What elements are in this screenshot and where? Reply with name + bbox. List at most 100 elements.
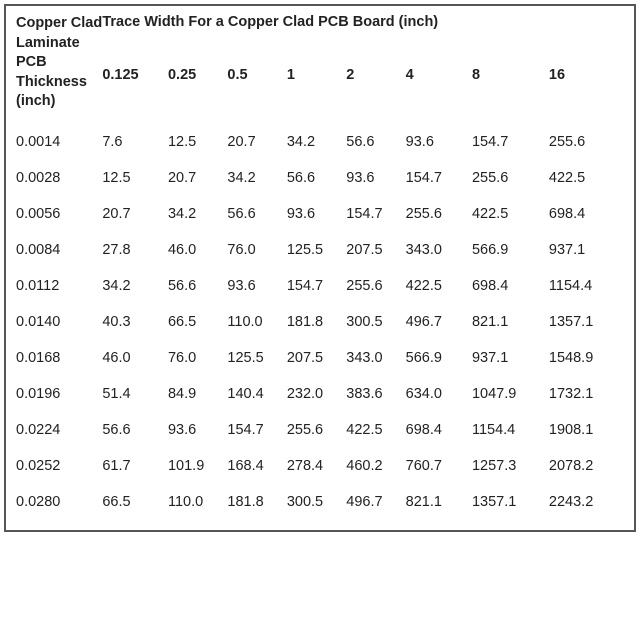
cell: 1732.1	[549, 376, 624, 412]
cell: 1908.1	[549, 412, 624, 448]
cell: 422.5	[472, 196, 549, 232]
cell: 56.6	[227, 196, 286, 232]
table-row: 0.0196 51.4 84.9 140.4 232.0 383.6 634.0…	[16, 376, 624, 412]
cell: 821.1	[406, 484, 472, 520]
cell: 56.6	[287, 160, 346, 196]
cell: 937.1	[549, 232, 624, 268]
cell: 343.0	[406, 232, 472, 268]
row-label: 0.0140	[16, 304, 102, 340]
pcb-trace-width-table: Copper Clad Laminate PCB Thickness (inch…	[16, 14, 624, 520]
row-label: 0.0014	[16, 124, 102, 160]
cell: 566.9	[406, 340, 472, 376]
cell: 181.8	[287, 304, 346, 340]
cell: 566.9	[472, 232, 549, 268]
cell: 56.6	[168, 268, 227, 304]
cell: 168.4	[227, 448, 286, 484]
cell: 12.5	[168, 124, 227, 160]
cell: 343.0	[346, 340, 405, 376]
cell: 1047.9	[472, 376, 549, 412]
table-row: 0.0280 66.5 110.0 181.8 300.5 496.7 821.…	[16, 484, 624, 520]
cell: 40.3	[102, 304, 168, 340]
cell: 698.4	[472, 268, 549, 304]
cell: 61.7	[102, 448, 168, 484]
cell: 46.0	[168, 232, 227, 268]
cell: 232.0	[287, 376, 346, 412]
row-label: 0.0168	[16, 340, 102, 376]
col-header: 8	[472, 67, 549, 124]
cell: 698.4	[549, 196, 624, 232]
row-label: 0.0196	[16, 376, 102, 412]
row-header-title: Copper Clad Laminate PCB Thickness (inch…	[16, 14, 102, 124]
cell: 1548.9	[549, 340, 624, 376]
cell: 93.6	[168, 412, 227, 448]
cell: 101.9	[168, 448, 227, 484]
cell: 300.5	[346, 304, 405, 340]
cell: 12.5	[102, 160, 168, 196]
cell: 1357.1	[549, 304, 624, 340]
cell: 140.4	[227, 376, 286, 412]
cell: 300.5	[287, 484, 346, 520]
col-header: 0.125	[102, 67, 168, 124]
row-label: 0.0056	[16, 196, 102, 232]
cell: 154.7	[472, 124, 549, 160]
cell: 56.6	[102, 412, 168, 448]
cell: 46.0	[102, 340, 168, 376]
cell: 422.5	[549, 160, 624, 196]
cell: 93.6	[406, 124, 472, 160]
row-label: 0.0252	[16, 448, 102, 484]
table-row: 0.0028 12.5 20.7 34.2 56.6 93.6 154.7 25…	[16, 160, 624, 196]
cell: 496.7	[346, 484, 405, 520]
row-label: 0.0224	[16, 412, 102, 448]
cell: 2243.2	[549, 484, 624, 520]
cell: 422.5	[346, 412, 405, 448]
cell: 2078.2	[549, 448, 624, 484]
cell: 1357.1	[472, 484, 549, 520]
cell: 278.4	[287, 448, 346, 484]
row-label: 0.0280	[16, 484, 102, 520]
table-row: 0.0014 7.6 12.5 20.7 34.2 56.6 93.6 154.…	[16, 124, 624, 160]
cell: 66.5	[168, 304, 227, 340]
col-header: 2	[346, 67, 405, 124]
cell: 34.2	[227, 160, 286, 196]
cell: 110.0	[227, 304, 286, 340]
cell: 1154.4	[472, 412, 549, 448]
table-row: 0.0084 27.8 46.0 76.0 125.5 207.5 343.0 …	[16, 232, 624, 268]
col-header: 0.25	[168, 67, 227, 124]
cell: 66.5	[102, 484, 168, 520]
cell: 460.2	[346, 448, 405, 484]
cell: 51.4	[102, 376, 168, 412]
table-row: 0.0224 56.6 93.6 154.7 255.6 422.5 698.4…	[16, 412, 624, 448]
cell: 34.2	[168, 196, 227, 232]
cell: 154.7	[227, 412, 286, 448]
table-row: 0.0168 46.0 76.0 125.5 207.5 343.0 566.9…	[16, 340, 624, 376]
cell: 154.7	[346, 196, 405, 232]
cell: 76.0	[227, 232, 286, 268]
cell: 422.5	[406, 268, 472, 304]
cell: 84.9	[168, 376, 227, 412]
cell: 634.0	[406, 376, 472, 412]
cell: 496.7	[406, 304, 472, 340]
spanning-column-header: Trace Width For a Copper Clad PCB Board …	[102, 14, 624, 67]
cell: 255.6	[346, 268, 405, 304]
row-label: 0.0084	[16, 232, 102, 268]
cell: 181.8	[227, 484, 286, 520]
cell: 937.1	[472, 340, 549, 376]
cell: 154.7	[287, 268, 346, 304]
cell: 20.7	[168, 160, 227, 196]
cell: 1154.4	[549, 268, 624, 304]
cell: 255.6	[472, 160, 549, 196]
cell: 1257.3	[472, 448, 549, 484]
table-row: 0.0112 34.2 56.6 93.6 154.7 255.6 422.5 …	[16, 268, 624, 304]
row-label: 0.0112	[16, 268, 102, 304]
cell: 125.5	[287, 232, 346, 268]
table-row: 0.0056 20.7 34.2 56.6 93.6 154.7 255.6 4…	[16, 196, 624, 232]
cell: 7.6	[102, 124, 168, 160]
col-header: 0.5	[227, 67, 286, 124]
cell: 125.5	[227, 340, 286, 376]
cell: 110.0	[168, 484, 227, 520]
cell: 255.6	[287, 412, 346, 448]
table-body: 0.0014 7.6 12.5 20.7 34.2 56.6 93.6 154.…	[16, 124, 624, 520]
cell: 20.7	[102, 196, 168, 232]
cell: 93.6	[346, 160, 405, 196]
cell: 383.6	[346, 376, 405, 412]
